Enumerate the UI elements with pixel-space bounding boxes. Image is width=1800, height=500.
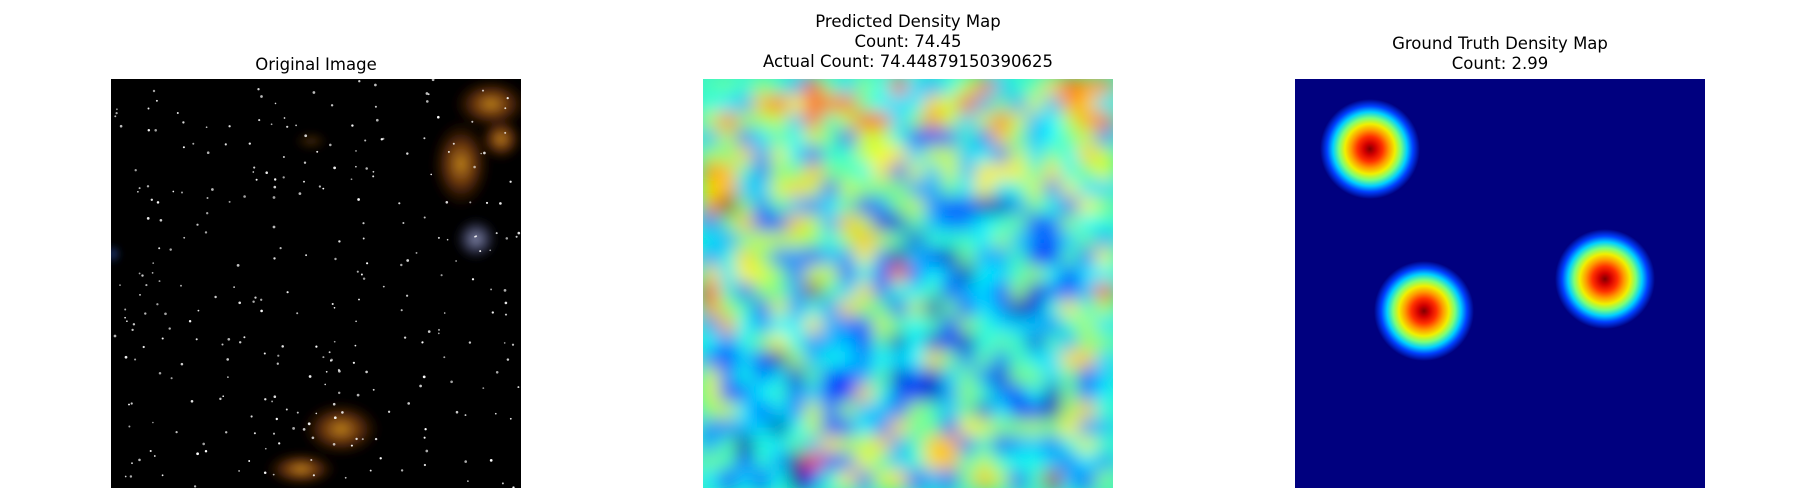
ground-truth-density-map bbox=[1295, 79, 1705, 488]
original-image-title: Original Image bbox=[111, 55, 521, 75]
original-image bbox=[111, 79, 521, 488]
title-line: Actual Count: 74.44879150390625 bbox=[763, 52, 1053, 71]
density-peak bbox=[1320, 99, 1420, 199]
density-peak bbox=[1374, 261, 1474, 361]
ground-truth-density-panel: Ground Truth Density Map Count: 2.99 bbox=[1295, 0, 1705, 500]
title-line: Count: 2.99 bbox=[1451, 54, 1549, 73]
title-line: Predicted Density Map bbox=[815, 12, 1001, 31]
density-peak bbox=[1555, 229, 1655, 329]
original-image-panel: Original Image bbox=[111, 0, 521, 500]
title-line: Count: 74.45 bbox=[854, 32, 962, 51]
title-line: Ground Truth Density Map bbox=[1392, 34, 1608, 53]
predicted-density-title: Predicted Density Map Count: 74.45 Actua… bbox=[703, 12, 1113, 72]
predicted-density-map bbox=[703, 79, 1113, 488]
title-line: Original Image bbox=[255, 55, 377, 74]
predicted-density-panel: Predicted Density Map Count: 74.45 Actua… bbox=[703, 0, 1113, 500]
ground-truth-density-title: Ground Truth Density Map Count: 2.99 bbox=[1295, 34, 1705, 74]
